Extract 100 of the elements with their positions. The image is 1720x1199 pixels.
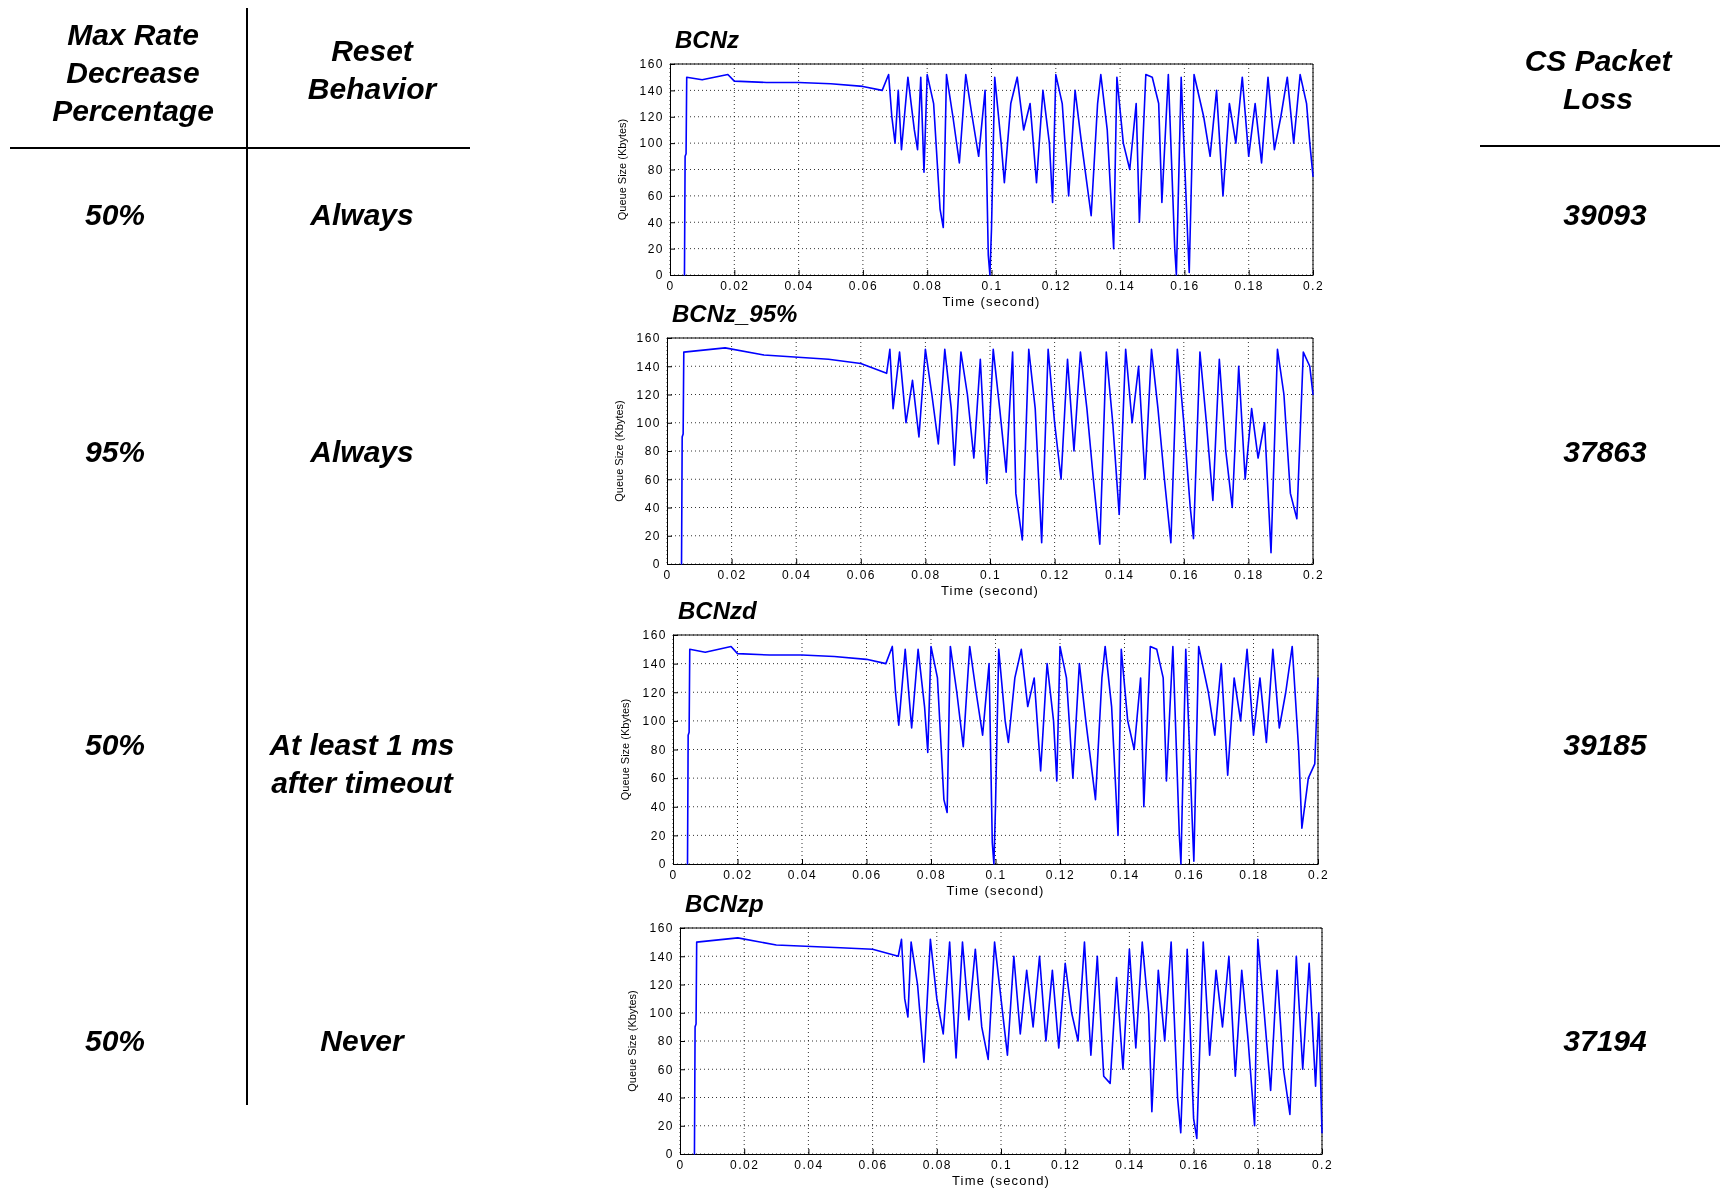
line-series: [683, 73, 1314, 276]
x-tick-label: 0.12: [1045, 867, 1076, 882]
text: Max Rate Decrease Percentage: [51, 17, 215, 129]
y-tick-label: 140: [649, 949, 674, 964]
text: 50%: [83, 727, 146, 763]
x-axis-title: Time (second): [951, 1173, 1051, 1188]
y-axis-title: Queue Size (Kbytes): [616, 118, 628, 221]
x-tick-label: 0.08: [911, 567, 941, 582]
y-tick-label: 40: [647, 215, 664, 230]
text: 39093: [1562, 197, 1648, 233]
x-tick-label: 0.02: [720, 278, 750, 293]
x-tick-label: 0.08: [913, 278, 943, 293]
y-axis-title: Queue Size (Kbytes): [613, 400, 625, 502]
text: Always: [309, 197, 415, 233]
x-tick-label: 0.18: [1243, 1157, 1273, 1172]
x-tick-label: 0.12: [1041, 278, 1071, 293]
y-tick-label: 0: [652, 557, 661, 572]
text: 37194: [1562, 1023, 1648, 1059]
x-tick-label: 0.08: [916, 867, 947, 882]
x-tick-label: 0.18: [1239, 867, 1269, 882]
x-tick-label: 0.1: [990, 1157, 1013, 1172]
y-tick-label: 160: [639, 57, 664, 72]
y-tick-label: 100: [642, 714, 667, 729]
x-tick-label: 0.16: [1170, 278, 1200, 293]
y-tick-label: 140: [642, 656, 667, 671]
x-tick-label: 0.14: [1110, 867, 1140, 882]
x-tick-label: 0.16: [1169, 567, 1199, 582]
x-tick-label: 0.2: [1311, 1157, 1334, 1172]
chart-title: BCNzd: [678, 597, 758, 624]
x-tick-label: 0.1: [979, 567, 1002, 582]
text: 37863: [1562, 434, 1648, 470]
x-tick-label: 0.08: [922, 1157, 952, 1172]
x-tick-label: 0.04: [782, 567, 812, 582]
chart-title: BCNz_95%: [672, 300, 798, 327]
y-tick-label: 120: [636, 387, 661, 402]
text: Reset Behavior: [306, 33, 439, 107]
x-tick-label: 0.2: [1302, 567, 1325, 582]
line-series: [693, 937, 1323, 1155]
text: CS Packet Loss: [1523, 43, 1674, 117]
y-tick-label: 20: [644, 529, 661, 544]
y-tick-label: 20: [647, 241, 664, 256]
x-tick-label: 0.04: [794, 1157, 824, 1172]
y-tick-label: 20: [650, 828, 667, 843]
text: 95%: [83, 434, 146, 470]
chart-title: BCNzp: [685, 890, 764, 917]
x-tick-label: 0.18: [1234, 567, 1264, 582]
x-tick-label: 0.06: [858, 1157, 888, 1172]
y-tick-label: 40: [657, 1090, 674, 1105]
y-axis-title: Queue Size (Kbytes): [619, 698, 631, 801]
text: Always: [309, 434, 415, 470]
x-tick-label: 0: [676, 1157, 685, 1172]
y-tick-label: 160: [649, 921, 674, 936]
x-tick-label: 0.06: [848, 278, 879, 293]
x-tick-label: 0.02: [717, 567, 747, 582]
y-tick-label: 100: [636, 416, 661, 431]
x-tick-label: 0.12: [1040, 567, 1070, 582]
y-tick-label: 0: [655, 268, 664, 283]
x-tick-label: 0.04: [787, 867, 818, 882]
x-tick-label: 0.06: [852, 867, 882, 882]
y-tick-label: 40: [650, 800, 667, 815]
y-tick-label: 160: [636, 331, 661, 346]
x-tick-label: 0.1: [981, 278, 1003, 293]
x-axis-title: Time (second): [946, 883, 1045, 898]
x-tick-label: 0.2: [1307, 867, 1330, 882]
y-tick-label: 80: [657, 1034, 674, 1049]
line-series: [680, 347, 1314, 565]
y-tick-label: 80: [650, 742, 667, 757]
text: At least 1 ms after timeout: [268, 727, 456, 801]
x-axis-title: Time (second): [940, 583, 1040, 598]
text: 39185: [1562, 727, 1648, 763]
x-tick-label: 0.02: [730, 1157, 760, 1172]
y-tick-label: 60: [647, 189, 664, 204]
x-tick-label: 0.14: [1105, 278, 1136, 293]
text: 50%: [83, 1023, 146, 1059]
x-tick-label: 0.16: [1174, 867, 1205, 882]
text: 50%: [83, 197, 146, 233]
y-tick-label: 120: [639, 110, 664, 125]
y-tick-label: 100: [649, 1006, 674, 1021]
y-tick-label: 0: [658, 857, 667, 872]
x-tick-label: 0.2: [1302, 278, 1325, 293]
x-tick-label: 0.16: [1179, 1157, 1209, 1172]
y-tick-label: 0: [665, 1147, 674, 1162]
y-tick-label: 120: [642, 685, 667, 700]
y-tick-label: 140: [636, 359, 661, 374]
y-tick-label: 60: [644, 472, 661, 487]
y-tick-label: 20: [657, 1119, 674, 1134]
y-tick-label: 140: [639, 83, 664, 98]
y-axis-title: Queue Size (Kbytes): [626, 990, 638, 1092]
chart-title: BCNz: [675, 26, 739, 53]
y-tick-label: 80: [644, 444, 661, 459]
x-axis-title: Time (second): [942, 294, 1041, 309]
y-tick-label: 40: [644, 500, 661, 515]
y-tick-label: 120: [649, 977, 674, 992]
y-tick-label: 100: [639, 136, 664, 151]
x-tick-label: 0.14: [1105, 567, 1135, 582]
x-tick-label: 0.02: [723, 867, 753, 882]
x-tick-label: 0.06: [846, 567, 876, 582]
y-tick-label: 60: [657, 1062, 674, 1077]
x-tick-label: 0.1: [985, 867, 1007, 882]
line-series: [686, 645, 1319, 865]
